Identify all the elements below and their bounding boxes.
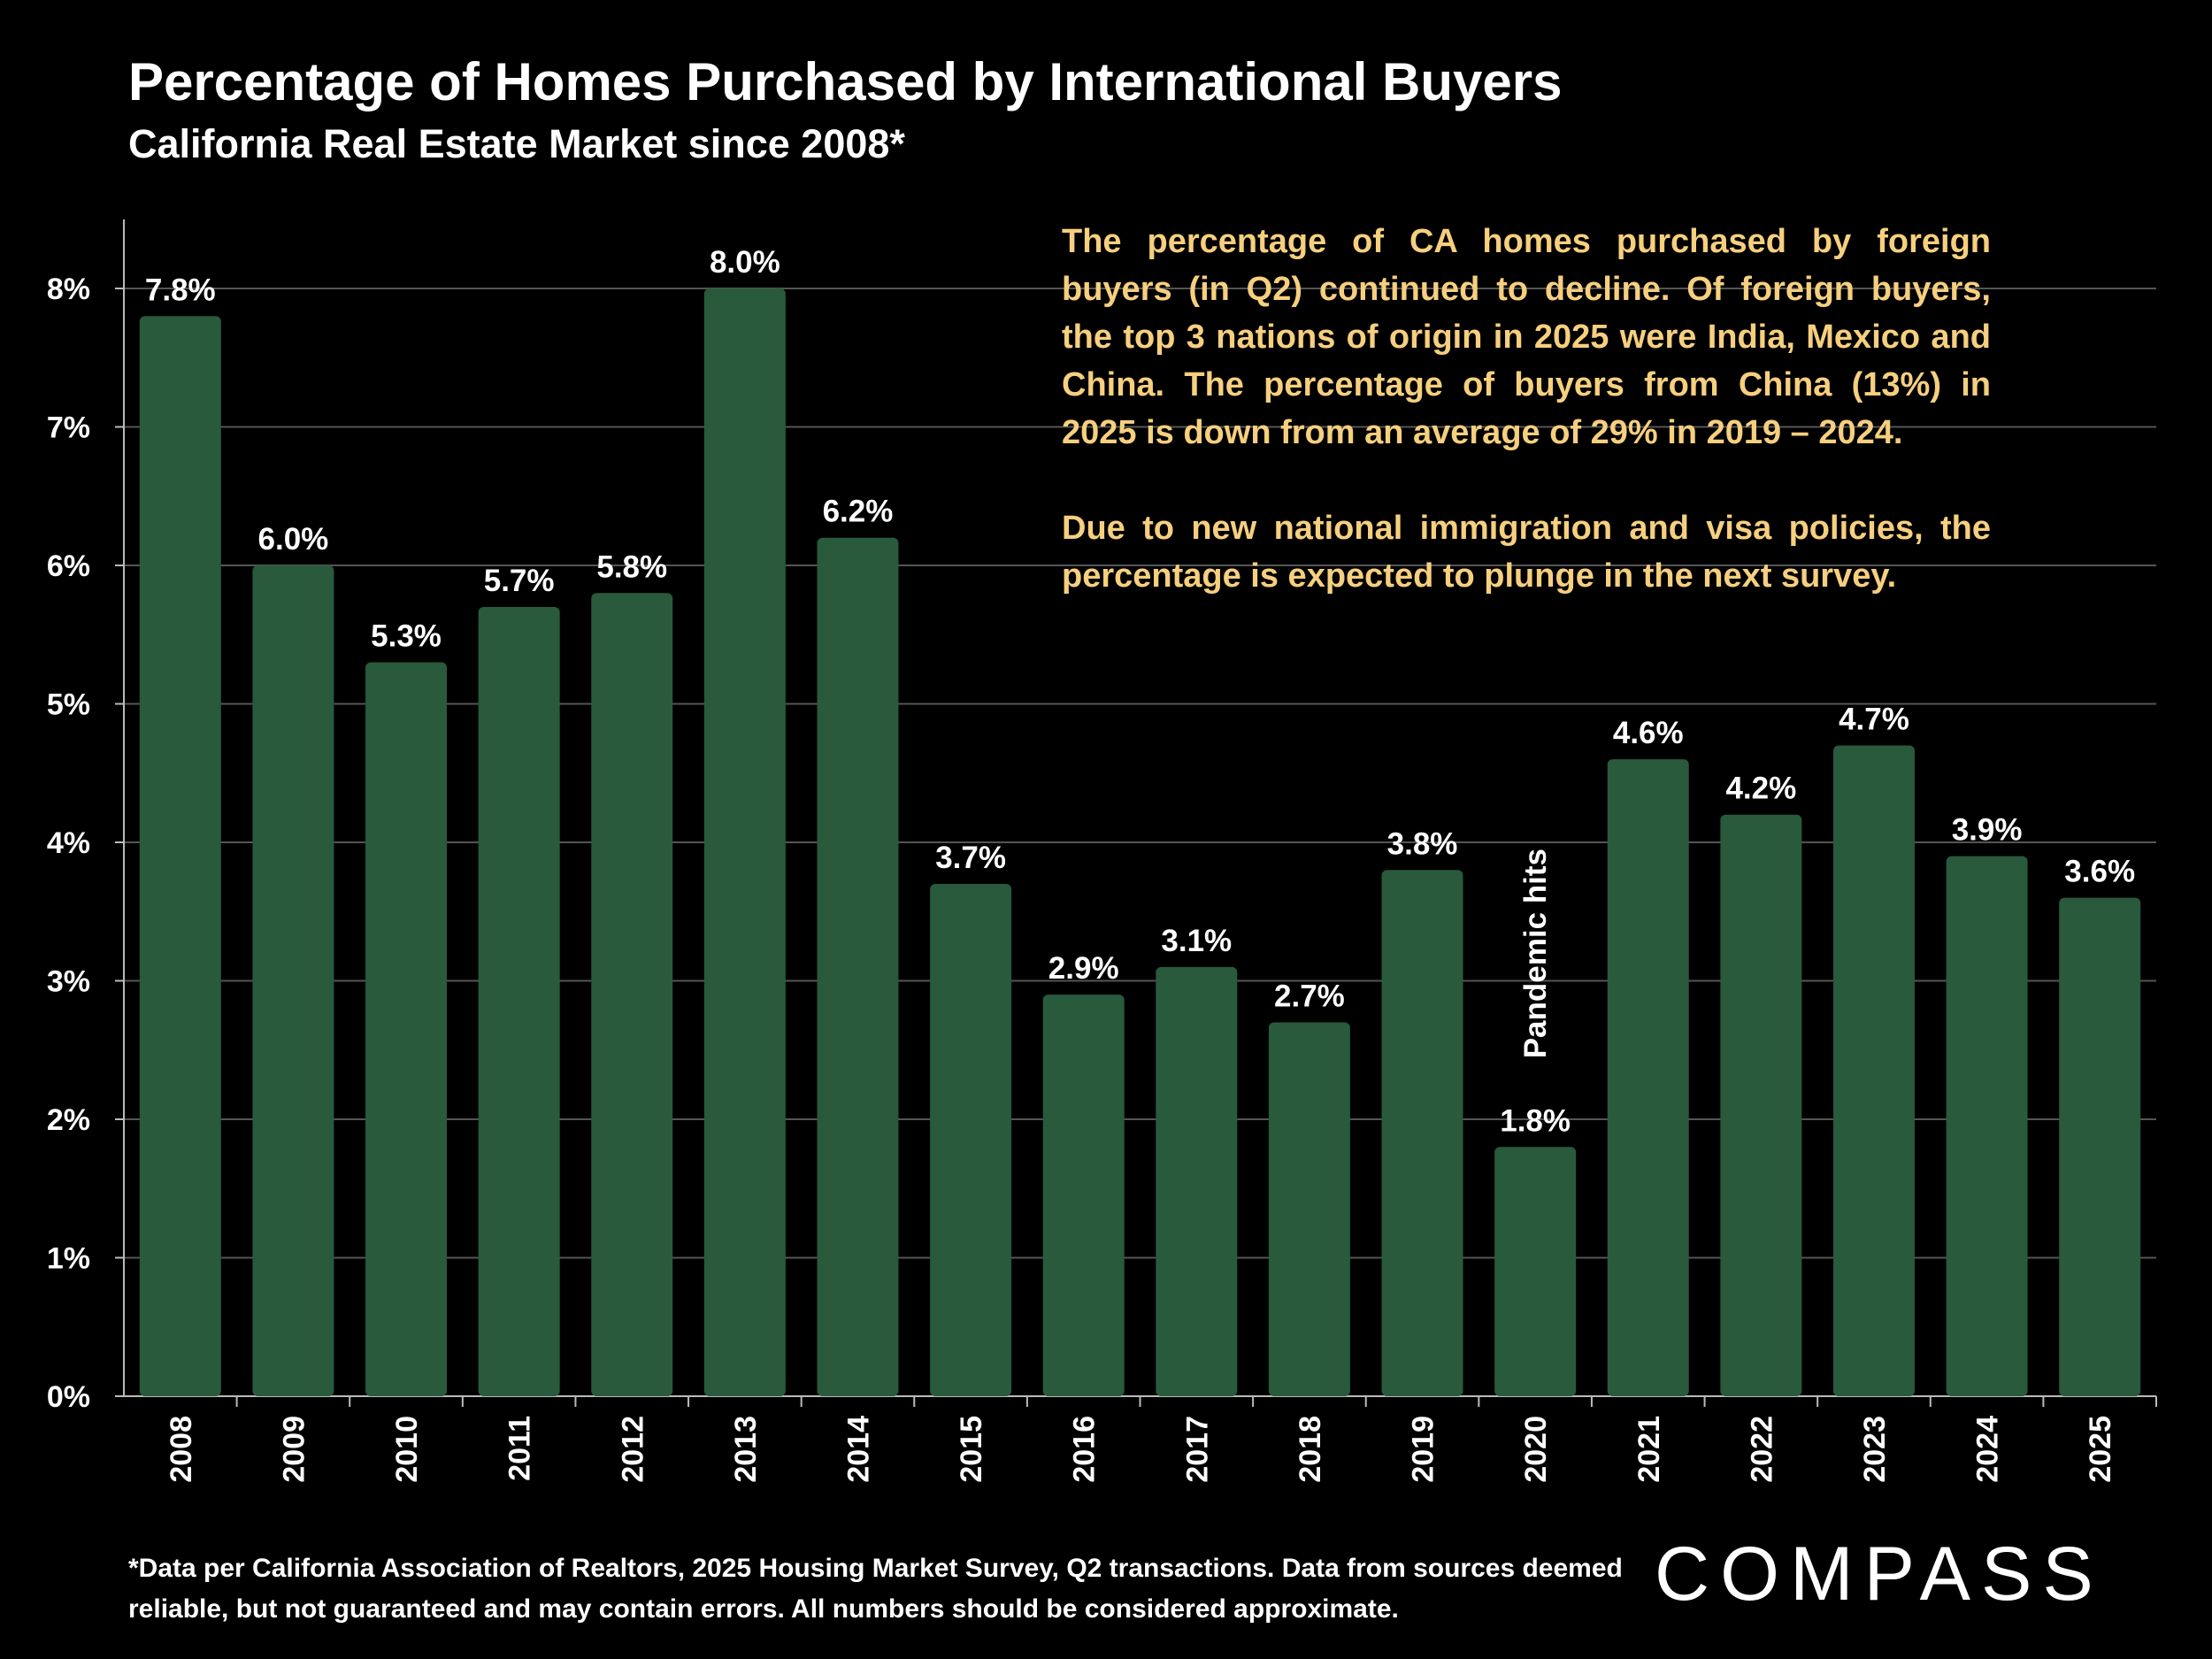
data-label-2021: 4.6% [1613, 716, 1684, 750]
bar-2020 [1494, 1147, 1577, 1396]
data-label-2018: 2.7% [1274, 979, 1345, 1013]
bar-2013 [703, 288, 786, 1396]
x-tick-label-2020: 2020 [1519, 1416, 1553, 1483]
x-tick-label-2021: 2021 [1632, 1416, 1666, 1483]
annotation-pandemic-hits: Pandemic hits [1518, 849, 1553, 1058]
x-tick-label-2019: 2019 [1407, 1416, 1440, 1483]
x-tick-label-2009: 2009 [277, 1416, 311, 1483]
y-tick-label: 5% [47, 688, 90, 722]
data-label-2022: 4.2% [1725, 772, 1796, 806]
bar-2018 [1268, 1022, 1350, 1396]
bar-2010 [365, 662, 448, 1396]
data-label-2016: 2.9% [1048, 951, 1119, 986]
data-label-2019: 3.8% [1387, 826, 1458, 861]
y-tick-label: 1% [47, 1242, 90, 1276]
x-tick-label-2017: 2017 [1180, 1416, 1214, 1483]
bar-2008 [139, 316, 221, 1396]
x-tick-label-2008: 2008 [165, 1416, 198, 1483]
bar-2017 [1156, 966, 1238, 1396]
x-tick-label-2022: 2022 [1745, 1416, 1778, 1483]
y-tick-label: 3% [47, 965, 90, 999]
x-tick-label-2015: 2015 [955, 1416, 988, 1483]
x-tick-label-2010: 2010 [390, 1416, 424, 1483]
callout-paragraph-1: The percentage of CA homes purchased by … [1062, 223, 1991, 451]
data-label-2012: 5.8% [596, 549, 667, 584]
y-tick-label: 7% [47, 411, 90, 445]
bar-2025 [2059, 897, 2141, 1396]
data-label-2017: 3.1% [1161, 924, 1232, 958]
y-tick-label: 4% [47, 826, 90, 860]
bar-2022 [1720, 814, 1802, 1396]
bar-2014 [817, 537, 899, 1396]
bar-2009 [252, 565, 334, 1396]
data-label-2010: 5.3% [371, 619, 442, 654]
data-label-2014: 6.2% [823, 495, 894, 529]
y-tick-label: 0% [47, 1380, 90, 1414]
y-tick-label: 6% [47, 549, 90, 583]
callout-paragraph-2: Due to new national immigration and visa… [1062, 510, 1991, 595]
data-label-2008: 7.8% [145, 273, 216, 307]
bar-2011 [478, 606, 560, 1396]
data-label-2015: 3.7% [935, 841, 1006, 875]
chart-title: Percentage of Homes Purchased by Interna… [128, 52, 1563, 111]
data-label-2009: 6.0% [258, 522, 329, 557]
x-tick-label-2016: 2016 [1068, 1416, 1102, 1483]
bar-2012 [591, 593, 673, 1396]
x-tick-label-2014: 2014 [841, 1416, 875, 1483]
data-label-2023: 4.7% [1839, 702, 1909, 736]
y-tick-label: 2% [47, 1103, 90, 1137]
x-tick-label-2025: 2025 [2084, 1416, 2117, 1483]
chart-subtitle: California Real Estate Market since 2008… [128, 121, 905, 166]
footnote: *Data per California Association of Real… [128, 1554, 1623, 1624]
bar-2016 [1042, 995, 1125, 1396]
data-label-2025: 3.6% [2064, 855, 2135, 889]
bar-2019 [1381, 870, 1463, 1396]
bar-2023 [1832, 745, 1915, 1396]
x-tick-label-2011: 2011 [503, 1416, 537, 1481]
data-label-2020: 1.8% [1500, 1103, 1571, 1138]
y-tick-label: 8% [47, 273, 90, 306]
bar-2015 [930, 883, 1012, 1396]
x-tick-label-2012: 2012 [616, 1416, 649, 1483]
bar-2024 [1946, 856, 2028, 1396]
callout-text: The percentage of CA homes purchased by … [1062, 218, 1991, 600]
x-tick-label-2013: 2013 [729, 1416, 763, 1483]
compass-logo: COMPASS [1655, 1532, 2104, 1617]
x-tick-label-2024: 2024 [1971, 1416, 2005, 1483]
data-label-2011: 5.7% [484, 564, 555, 598]
x-tick-label-2018: 2018 [1294, 1416, 1327, 1483]
data-label-2013: 8.0% [710, 245, 780, 280]
bar-2021 [1607, 759, 1689, 1396]
x-tick-label-2023: 2023 [1858, 1416, 1892, 1483]
data-label-2024: 3.9% [1952, 813, 2023, 848]
